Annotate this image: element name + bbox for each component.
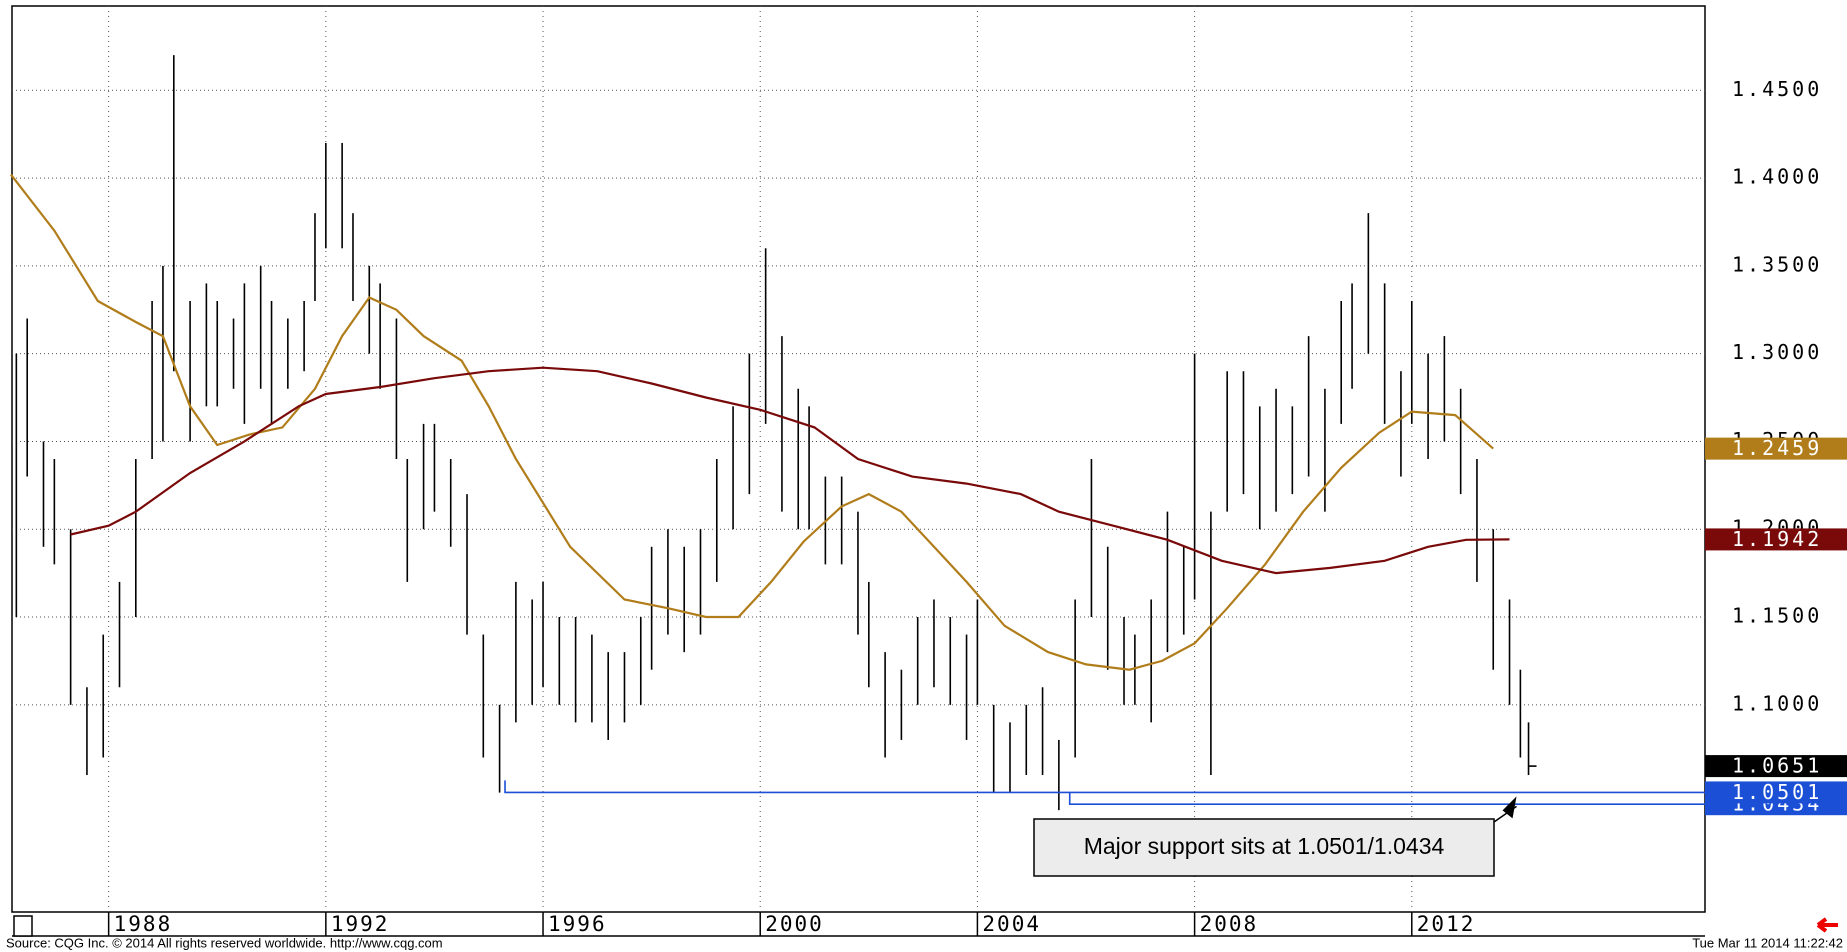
scroll-arrow [1816, 917, 1838, 933]
annotation-arrowhead [1502, 796, 1517, 819]
y-tick-label: 1.1000 [1732, 691, 1822, 715]
value-box [1705, 781, 1847, 804]
y-tick-label: 1.1500 [1732, 604, 1822, 628]
corner-square [13, 915, 33, 937]
annotation-text: Major support sits at 1.0501/1.0434 [1084, 833, 1445, 859]
x-tick-label: 1996 [548, 912, 607, 936]
moving-average [70, 366, 1510, 575]
value-box-label: 1.0501 [1732, 780, 1822, 804]
y-tick-label: 1.4000 [1732, 165, 1822, 189]
x-tick-label: 2004 [982, 912, 1041, 936]
moving-average [10, 173, 1494, 671]
value-box [1705, 755, 1847, 778]
value-box-label: 1.1942 [1732, 527, 1822, 551]
y-tick-label: 1.3500 [1732, 252, 1822, 276]
timestamp: Tue Mar 11 2014 11:22:42 [1692, 935, 1843, 950]
value-box-label: 1.0651 [1732, 754, 1822, 778]
value-box-label: 1.2459 [1732, 436, 1822, 460]
x-tick-label: 2008 [1200, 912, 1259, 936]
x-tick-label: 1992 [331, 912, 390, 936]
y-tick-label: 1.3000 [1732, 340, 1822, 364]
value-box [1705, 528, 1847, 551]
annotation-box [1033, 818, 1495, 877]
x-tick-label: 2012 [1417, 912, 1476, 936]
value-box [1705, 437, 1847, 460]
source: Source: CQG Inc. © 2014 All rights reser… [6, 935, 443, 950]
support-line [504, 780, 1847, 794]
x-tick-label: 1988 [114, 912, 173, 936]
y-tick-label: 1.4500 [1732, 77, 1822, 101]
support-line [1068, 792, 1847, 805]
x-tick-label: 2000 [765, 912, 824, 936]
